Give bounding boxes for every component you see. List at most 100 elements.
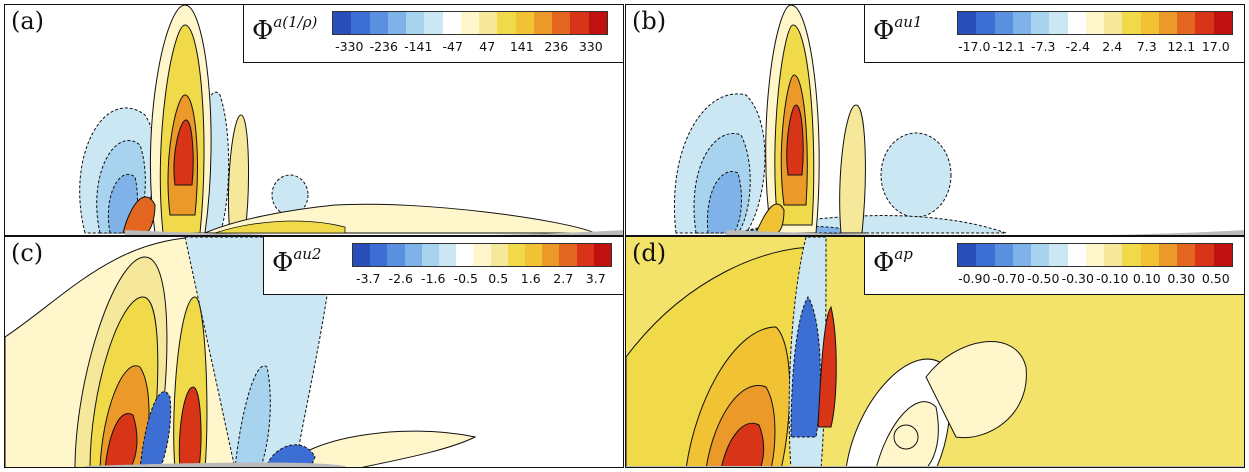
positive-lobes-a (122, 5, 596, 234)
colorbar-tick-label: -0.90 (958, 271, 991, 286)
colorbar-swatch (497, 12, 516, 34)
colorbar-swatch (404, 244, 422, 266)
colorbar-tick-label: 47 (479, 39, 496, 54)
colorbar-ticks: -17.0 -12.1 -7.3 -2.4 2.4 7.3 12.1 17.0 (957, 39, 1233, 57)
colorbar-swatch (1067, 244, 1086, 266)
colorbar-swatch (1213, 244, 1232, 266)
variable-symbol: Φap (873, 245, 913, 278)
variable-symbol: Φau2 (272, 245, 322, 278)
colorbar-tick-label: -1.6 (421, 271, 446, 286)
contour-field-c (5, 237, 477, 467)
colorbar-legend: Φap -0.90 -0.70 -0.50 -0.30 -0.10 0.10 0.30 0.5… (864, 237, 1244, 295)
positive-lobes-c (74, 256, 477, 467)
colorbar-tick-label: -2.6 (388, 271, 413, 286)
colorbar-swatch (1158, 244, 1178, 266)
colorbar-swatch (507, 244, 526, 266)
contour-field-d (626, 237, 1244, 467)
colorbar-tick-label: -3.7 (356, 271, 381, 286)
colorbar-swatch (1012, 12, 1032, 34)
colorbar-swatch (456, 244, 474, 266)
contour-field-b (674, 5, 1244, 235)
panel-a: (a) Φa(1/ρ) -330 -236 -141 -47 47 141 236 330 (4, 4, 624, 236)
colorbar-swatch (542, 244, 560, 266)
colorbar (352, 243, 612, 267)
blue-lobes-c (139, 365, 316, 467)
colorbar-swatch (1195, 12, 1214, 34)
blue-lobes-b (674, 93, 1007, 234)
colorbar-swatch (994, 12, 1013, 34)
colorbar-tick-label: -236 (369, 39, 398, 54)
colorbar-tick-label: 2.4 (1102, 39, 1123, 54)
colorbar-tick-label: 2.7 (553, 271, 574, 286)
colorbar-legend: Φau2 -3.7 -2.6 -1.6 -0.5 0.5 1.6 2.7 3.7 (263, 237, 623, 295)
variable-symbol: Φa(1/ρ) (252, 13, 318, 46)
colorbar-legend: Φa(1/ρ) -330 -236 -141 -47 47 141 236 330 (243, 5, 623, 63)
colorbar-swatch (421, 244, 440, 266)
colorbar-swatch (958, 12, 977, 34)
colorbar-swatch (439, 244, 457, 266)
colorbar-swatch (1140, 244, 1159, 266)
colorbar-swatch (1049, 244, 1068, 266)
panel-b: (b) Φau1 -17.0 -12.1 -7.3 -2.4 2.4 7.3 12.1 17.… (625, 4, 1245, 236)
colorbar-swatch (1031, 244, 1050, 266)
colorbar-swatch (1012, 244, 1032, 266)
variable-symbol: Φau1 (873, 13, 923, 46)
colorbar-tick-label: -0.70 (992, 271, 1025, 286)
colorbar-swatch (1177, 244, 1196, 266)
colorbar-tick-label: 141 (509, 39, 534, 54)
colorbar-swatch (515, 12, 534, 34)
colorbar-swatch (570, 12, 589, 34)
panel-label: (c) (11, 239, 44, 267)
colorbar-swatch (1195, 244, 1214, 266)
colorbar-tick-label: -7.3 (1031, 39, 1056, 54)
colorbar (957, 243, 1233, 267)
colorbar-tick-label: -0.30 (1061, 271, 1094, 286)
colorbar-swatch (1067, 12, 1086, 34)
colorbar-swatch (533, 12, 553, 34)
colorbar-swatch (387, 12, 407, 34)
positive-lobes-b (755, 5, 866, 234)
colorbar-swatch (1158, 12, 1178, 34)
colorbar-swatch (958, 244, 977, 266)
colorbar-swatch (1213, 12, 1232, 34)
colorbar-tick-label: 0.5 (488, 271, 509, 286)
colorbar (957, 11, 1233, 35)
colorbar-swatch (593, 244, 612, 266)
colorbar-swatch (406, 12, 425, 34)
colorbar-swatch (588, 12, 607, 34)
colorbar-swatch (333, 12, 352, 34)
colorbar-swatch (1140, 12, 1159, 34)
colorbar-swatch (559, 244, 577, 266)
colorbar-swatch (1049, 12, 1068, 34)
panel-label: (d) (632, 239, 667, 267)
colorbar-tick-label: -12.1 (992, 39, 1025, 54)
colorbar-tick-label: 0.30 (1167, 271, 1196, 286)
colorbar-swatch (1085, 244, 1105, 266)
colorbar-swatch (424, 12, 443, 34)
colorbar-swatch (1104, 12, 1123, 34)
colorbar-swatch (1177, 12, 1196, 34)
panel-d: (d) Φap -0.90 -0.70 -0.50 -0.30 -0.10 0.10 0.3… (625, 236, 1245, 468)
colorbar-swatch (473, 244, 491, 266)
colorbar-swatch (1104, 244, 1123, 266)
colorbar-tick-label: 236 (544, 39, 569, 54)
colorbar-swatch (1031, 12, 1050, 34)
colorbar-tick-label: 330 (578, 39, 603, 54)
blue-lobes-a (79, 91, 309, 234)
colorbar-swatch (369, 12, 388, 34)
colorbar-tick-label: -2.4 (1065, 39, 1090, 54)
colorbar-swatch (387, 244, 405, 266)
panel-label: (a) (11, 7, 45, 35)
colorbar-tick-label: 12.1 (1167, 39, 1196, 54)
colorbar-swatch (525, 244, 543, 266)
colorbar-tick-label: -47 (442, 39, 463, 54)
colorbar-swatch (1122, 12, 1141, 34)
colorbar-swatch (1122, 244, 1141, 266)
colorbar-ticks: -0.90 -0.70 -0.50 -0.30 -0.10 0.10 0.30 0.50 (957, 271, 1233, 289)
colorbar-tick-label: 0.10 (1132, 271, 1161, 286)
colorbar-tick-label: 7.3 (1136, 39, 1157, 54)
colorbar-tick-label: -141 (404, 39, 433, 54)
colorbar-swatch (490, 244, 508, 266)
colorbar-swatch (552, 12, 571, 34)
colorbar-swatch (351, 12, 370, 34)
